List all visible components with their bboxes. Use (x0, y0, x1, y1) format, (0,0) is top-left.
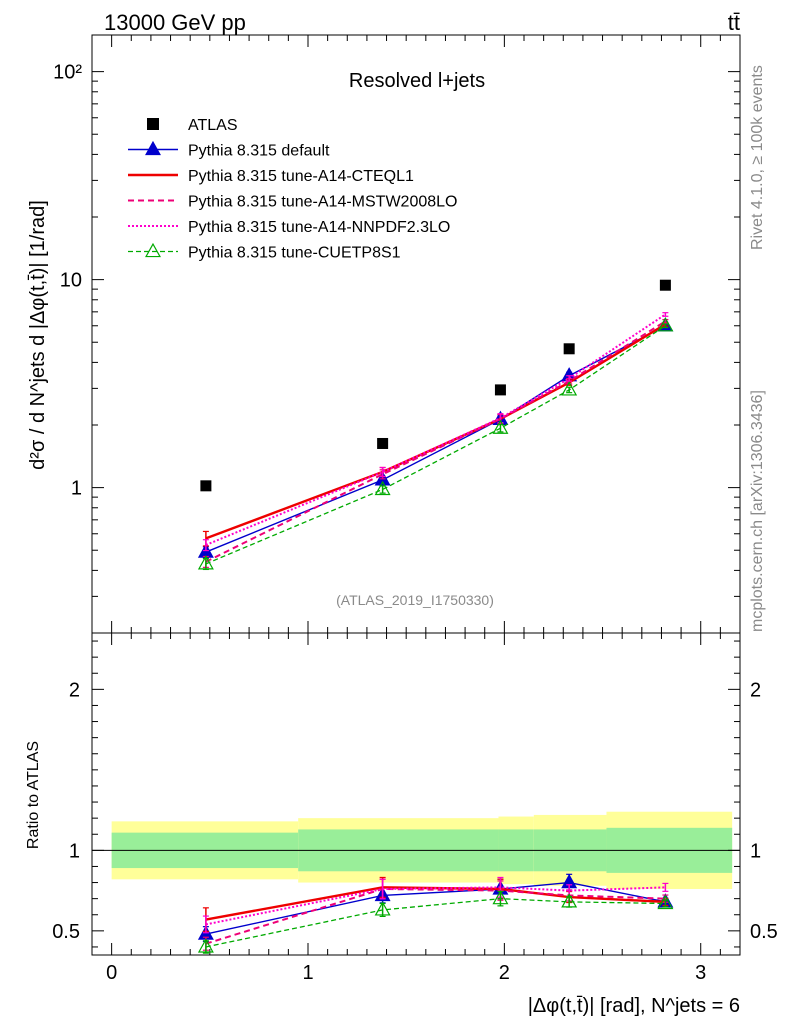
series-5-point (561, 381, 578, 396)
series-5-point (492, 419, 509, 434)
ratio-tick-label: 2 (69, 679, 80, 701)
series-5-ratio-point (561, 893, 578, 908)
ratio-tick-label: 0.5 (52, 921, 80, 943)
header-right: tt̄ (728, 10, 740, 35)
series-5-ratio-point (374, 901, 391, 916)
analysis-id: (ATLAS_2019_I1750330) (336, 592, 494, 608)
header-left: 13000 GeV pp (104, 10, 246, 35)
y-tick-label: 10² (53, 62, 82, 84)
series-2-line (205, 323, 667, 540)
ratio-tick-label-right: 2 (750, 679, 761, 701)
atlas-data-point (563, 343, 575, 355)
legend-label-5: Pythia 8.315 tune-CUETP8S1 (188, 245, 401, 262)
legend-marker-atlas (147, 118, 159, 130)
rivet-label: Rivet 4.1.0, ≥ 100k events (749, 65, 766, 250)
series-5-point (374, 480, 391, 496)
y-tick-label: 10 (60, 270, 82, 292)
series-3-ratio-line (205, 887, 666, 945)
legend-marker-5 (145, 242, 161, 258)
series-5-point (657, 317, 674, 332)
series-5-ratio-point (197, 938, 214, 953)
x-tick-label: 3 (695, 962, 706, 984)
x-axis-label: |Δφ(t,t̄)| [rad], N^jets = 6 (528, 995, 740, 1017)
legend-label-4: Pythia 8.315 tune-A14-NNPDF2.3LO (188, 219, 450, 236)
mcplots-label: mcplots.cern.ch [arXiv:1306.3436] (749, 390, 766, 632)
series-4-line (205, 313, 666, 546)
series-5-ratio-point (657, 894, 674, 910)
ratio-frame (91, 632, 741, 956)
legend-marker-1 (145, 140, 161, 156)
atlas-data-point (494, 384, 506, 396)
legend-label-3: Pythia 8.315 tune-A14-MSTW2008LO (188, 194, 457, 211)
atlas-data-point (377, 437, 389, 449)
y-tick-label: 1 (71, 478, 82, 500)
ratio-tick-label-right: 0.5 (750, 921, 778, 943)
series-5-ratio-point (492, 889, 509, 905)
series-1-ratio-line (205, 881, 666, 935)
legend-label-atlas: ATLAS (188, 117, 238, 134)
chart-title: Resolved l+jets (349, 70, 485, 92)
series-5-point (197, 555, 214, 570)
legend-label-2: Pythia 8.315 tune-A14-CTEQL1 (188, 168, 414, 185)
series-3-line (205, 320, 666, 563)
x-tick-label: 1 (302, 962, 313, 984)
legend: ATLAS Pythia 8.315 default Pythia 8.315 tu… (128, 117, 457, 262)
legend-label-1: Pythia 8.315 default (188, 143, 330, 160)
ratio-tick-label-right: 1 (750, 840, 761, 862)
series-4-ratio-line (205, 886, 666, 926)
ratio-y-axis-label: Ratio to ATLAS (25, 741, 42, 849)
ratio-panel: 0.5 0.5 1 1 2 2 0 1 2 3 Ratio to ATLAS |Δφ(t,t̄)|… (25, 632, 778, 1017)
main-panel: 1 10 10² Resolved l+jets (ATLAS_2019_I1750… (27, 34, 741, 634)
y-axis-label: d²σ / d N^jets d |Δφ(t,t̄)| [1/rad] (27, 200, 49, 470)
ratio-tick-label: 1 (69, 840, 80, 862)
x-tick-label: 0 (106, 962, 117, 984)
atlas-data-point (200, 480, 212, 492)
atlas-data-point (659, 279, 671, 291)
x-tick-label: 2 (499, 962, 510, 984)
